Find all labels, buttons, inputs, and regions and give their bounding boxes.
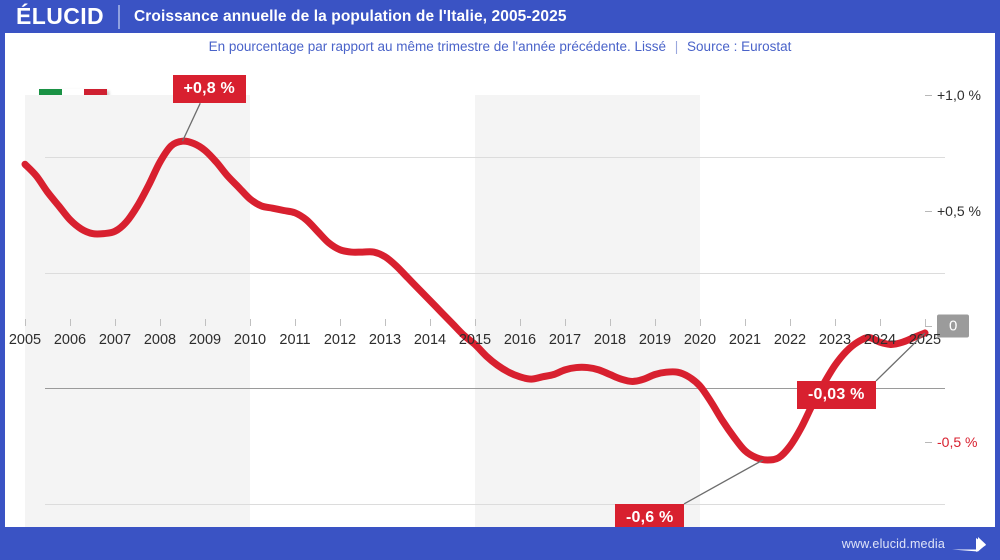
subtitle-source: Source : Eurostat — [687, 39, 792, 54]
x-axis-label: 2008 — [143, 332, 177, 348]
subtitle-row: En pourcentage par rapport au même trime… — [5, 39, 995, 54]
y-tick-mark — [925, 441, 932, 443]
x-axis-label: 2025 — [908, 332, 942, 348]
x-tick-mark — [430, 319, 431, 326]
x-tick-mark — [700, 319, 701, 326]
x-tick-mark — [790, 319, 791, 326]
subtitle-separator: | — [674, 39, 679, 54]
x-tick-mark — [610, 319, 611, 326]
x-axis-label: 2007 — [98, 332, 132, 348]
plot-area — [21, 95, 945, 557]
x-tick-mark — [250, 319, 251, 326]
header-bar: ÉLUCID Croissance annuelle de la populat… — [0, 0, 1000, 33]
y-axis-label: +0,5 % — [937, 202, 981, 219]
elucid-arrow-icon — [952, 536, 986, 552]
chart-card: En pourcentage par rapport au même trime… — [5, 33, 995, 560]
value-annotation: -0,03 % — [797, 380, 876, 409]
x-axis-label: 2014 — [413, 332, 447, 348]
y-tick-mark — [925, 95, 932, 96]
x-tick-mark — [70, 319, 71, 326]
x-axis-label: 2018 — [593, 332, 627, 348]
y-axis-label: -0,5 % — [937, 433, 978, 450]
x-axis-label: 2009 — [188, 332, 222, 348]
x-tick-mark — [745, 319, 746, 326]
x-axis-label: 2011 — [279, 332, 311, 348]
gridline — [45, 272, 945, 274]
x-axis-label: 2021 — [728, 332, 762, 348]
value-annotation: +0,8 % — [172, 75, 246, 104]
year-band — [25, 95, 250, 557]
x-axis-label: 2016 — [503, 332, 537, 348]
x-tick-mark — [115, 319, 116, 326]
y-axis-label: +1,0 % — [937, 87, 981, 103]
x-tick-mark — [385, 319, 386, 326]
header-divider — [118, 4, 120, 29]
gridline — [45, 503, 945, 505]
x-axis-label: 2013 — [368, 332, 402, 348]
x-tick-mark — [520, 319, 521, 326]
x-axis-label: 2023 — [818, 332, 852, 348]
x-axis-label: 2010 — [233, 332, 267, 348]
x-tick-mark — [25, 319, 26, 326]
data-line — [21, 137, 929, 464]
x-axis-ticks — [25, 95, 926, 557]
x-axis-label: 2006 — [53, 332, 87, 348]
y-tick-mark — [925, 326, 932, 327]
x-tick-mark — [205, 319, 206, 326]
x-tick-mark — [835, 319, 836, 326]
series-line — [21, 137, 929, 464]
y-axis-label: 0 — [937, 314, 970, 338]
page-title: Croissance annuelle de la population de … — [134, 7, 567, 25]
x-tick-mark — [160, 319, 161, 326]
x-tick-mark — [880, 319, 881, 326]
x-axis-label: 2022 — [773, 332, 807, 348]
x-tick-mark — [655, 319, 656, 326]
x-tick-mark — [295, 319, 296, 326]
x-axis-label: 2017 — [548, 332, 582, 348]
x-tick-mark — [340, 319, 341, 326]
footer-url[interactable]: www.elucid.media — [841, 536, 945, 551]
x-axis-label: 2005 — [8, 332, 42, 348]
year-band — [475, 95, 700, 557]
x-axis-label: 2020 — [683, 332, 717, 348]
footer-bar: www.elucid.media — [0, 527, 1000, 560]
y-tick-mark — [925, 210, 932, 212]
x-tick-mark — [475, 319, 476, 326]
x-axis-label: 2019 — [638, 332, 672, 348]
gridline — [45, 157, 945, 158]
x-tick-mark — [925, 319, 926, 326]
zero-line — [45, 388, 945, 389]
subtitle-note: En pourcentage par rapport au même trime… — [208, 39, 666, 54]
x-axis-label: 2012 — [323, 332, 357, 348]
elucid-logo: ÉLUCID — [16, 3, 105, 29]
x-tick-mark — [565, 319, 566, 326]
x-axis-label: 2015 — [458, 332, 492, 348]
x-axis-label: 2024 — [863, 332, 897, 348]
year-bands — [25, 95, 925, 557]
